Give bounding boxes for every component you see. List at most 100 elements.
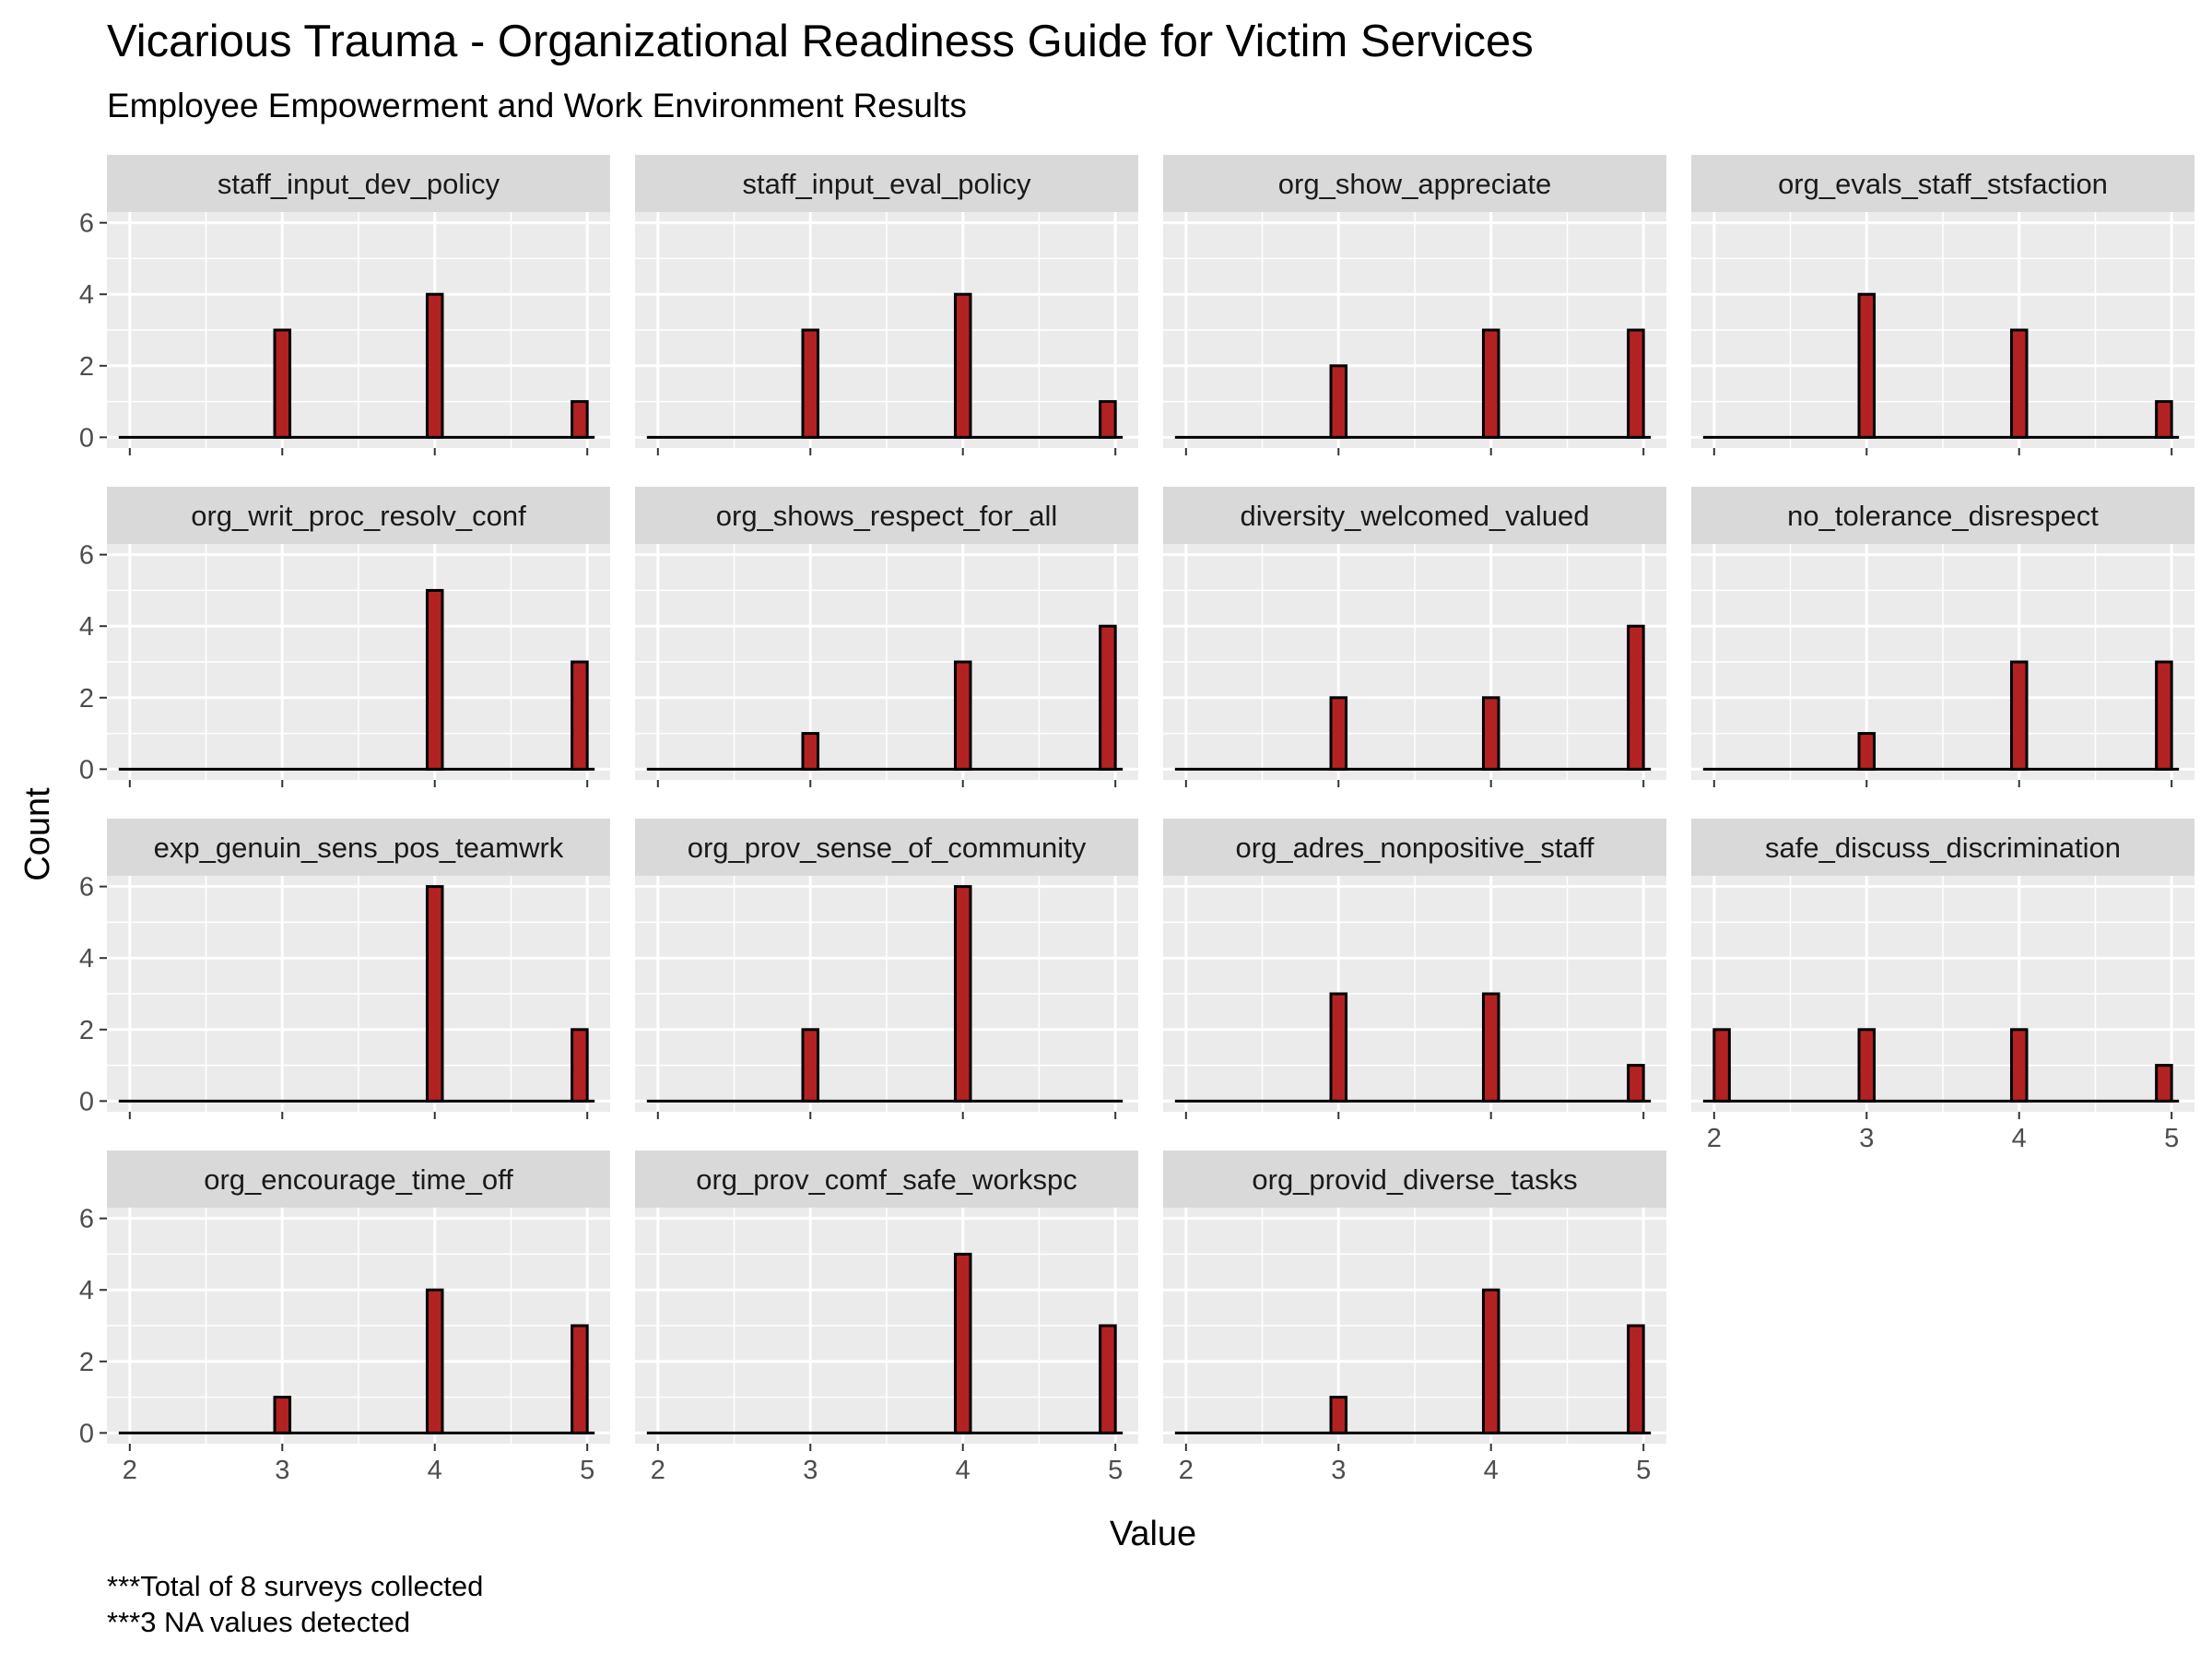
bar-org_encourage_time_off-4 — [425, 1288, 444, 1434]
y-tick-label: 4 — [79, 1276, 94, 1305]
facet-strip-label: org_prov_sense_of_community — [688, 832, 1087, 864]
bar-safe_discuss_discrimination-2 — [1712, 1028, 1731, 1103]
facet-exp_genuin_sens_pos_teamwrk: exp_genuin_sens_pos_teamwrk 0 2 4 6 — [79, 819, 610, 1119]
bar-org_show_appreciate-5 — [1627, 328, 1645, 439]
bar-org_writ_proc_resolv_conf-5 — [571, 660, 589, 771]
x-tick-label: 4 — [1484, 1456, 1499, 1485]
facet-org_shows_respect_for_all: org_shows_respect_for_all — [635, 487, 1138, 787]
bar-safe_discuss_discrimination-5 — [2155, 1064, 2173, 1103]
bar-staff_input_dev_policy-4 — [425, 292, 444, 439]
caption-line-2: ***3 NA values detected — [107, 1606, 410, 1638]
bar-org_encourage_time_off-3 — [273, 1396, 292, 1434]
bar-staff_input_eval_policy-5 — [1099, 400, 1117, 439]
x-tick-label: 3 — [803, 1456, 818, 1485]
facet-strip — [107, 487, 610, 544]
y-tick-label: 2 — [79, 1016, 94, 1045]
facet-strip — [107, 155, 610, 212]
facet-strip-label: diversity_welcomed_valued — [1240, 500, 1589, 532]
facet-strip-label: org_encourage_time_off — [204, 1163, 513, 1196]
facet-strip — [635, 1151, 1138, 1208]
bar-exp_genuin_sens_pos_teamwrk-5 — [571, 1028, 589, 1103]
facet-strip — [1163, 819, 1666, 876]
bar-org_evals_staff_stsfaction-4 — [2009, 328, 2029, 439]
bar-exp_genuin_sens_pos_teamwrk-4 — [425, 885, 444, 1103]
bar-org_show_appreciate-4 — [1481, 328, 1500, 439]
bar-org_prov_comf_safe_workspc-4 — [953, 1252, 972, 1434]
bar-org_provid_diverse_tasks-4 — [1481, 1288, 1500, 1434]
bar-no_tolerance_disrespect-4 — [2009, 660, 2029, 771]
bar-org_adres_nonpositive_staff-4 — [1481, 992, 1500, 1103]
bar-org_provid_diverse_tasks-5 — [1627, 1324, 1645, 1434]
x-tick-label: 5 — [580, 1456, 594, 1485]
facet-strip-label: staff_input_eval_policy — [742, 168, 1031, 200]
bar-org_writ_proc_resolv_conf-4 — [425, 588, 444, 771]
bar-org_prov_sense_of_community-4 — [953, 885, 972, 1103]
x-tick-label: 3 — [1331, 1456, 1346, 1485]
facet-strip-label: org_provid_diverse_tasks — [1252, 1163, 1577, 1196]
facet-safe_discuss_discrimination: safe_discuss_discrimination 2 3 4 5 — [1691, 819, 2194, 1153]
bar-safe_discuss_discrimination-3 — [1857, 1028, 1877, 1103]
facet-strip-label: org_shows_respect_for_all — [716, 500, 1058, 532]
y-axis-title: Count — [18, 787, 57, 881]
facet-staff_input_dev_policy: staff_input_dev_policy 0 2 4 6 — [79, 155, 610, 455]
x-tick-label: 3 — [1859, 1124, 1874, 1153]
y-tick-label: 6 — [79, 873, 94, 903]
facet-strip — [1691, 819, 2194, 876]
facet-strip-label: exp_genuin_sens_pos_teamwrk — [154, 832, 564, 864]
x-tick-label: 4 — [428, 1456, 442, 1485]
y-tick-label: 0 — [79, 1419, 94, 1448]
x-tick-label: 4 — [956, 1456, 971, 1485]
facet-org_evals_staff_stsfaction: org_evals_staff_stsfaction — [1691, 155, 2194, 455]
facet-strip — [1163, 155, 1666, 212]
y-tick-label: 0 — [79, 1087, 94, 1116]
x-tick-label: 5 — [1636, 1456, 1651, 1485]
bar-staff_input_eval_policy-3 — [801, 328, 820, 439]
y-tick-label: 2 — [79, 684, 94, 714]
bar-safe_discuss_discrimination-4 — [2009, 1028, 2029, 1103]
facet-strip-label: org_adres_nonpositive_staff — [1236, 832, 1594, 864]
bar-staff_input_dev_policy-5 — [571, 400, 589, 439]
facet-strip — [635, 819, 1138, 876]
facet-panels: staff_input_dev_policy 0 2 4 6 staff_input_ev… — [79, 155, 2194, 1485]
x-tick-label: 5 — [1108, 1456, 1123, 1485]
caption-line-1: ***Total of 8 surveys collected — [107, 1570, 483, 1602]
bar-org_encourage_time_off-5 — [571, 1324, 589, 1434]
y-tick-label: 6 — [79, 209, 94, 239]
bar-org_evals_staff_stsfaction-5 — [2155, 400, 2173, 439]
facet-strip — [1691, 155, 2194, 212]
y-tick-label: 6 — [79, 1205, 94, 1234]
bar-diversity_welcomed_valued-5 — [1627, 624, 1645, 771]
y-tick-label: 4 — [79, 280, 94, 310]
x-tick-label: 2 — [651, 1456, 665, 1485]
bar-org_adres_nonpositive_staff-5 — [1627, 1064, 1645, 1103]
facet-staff_input_eval_policy: staff_input_eval_policy — [635, 155, 1138, 455]
chart-title: Vicarious Trauma - Organizational Readin… — [107, 17, 1534, 66]
facet-strip-label: safe_discuss_discrimination — [1765, 832, 2121, 864]
x-axis-title: Value — [1110, 1515, 1196, 1553]
facet-strip-label: org_prov_comf_safe_workspc — [696, 1163, 1077, 1196]
facet-strip-label: no_tolerance_disrespect — [1787, 500, 2099, 532]
bar-org_evals_staff_stsfaction-3 — [1857, 292, 1877, 439]
facet-no_tolerance_disrespect: no_tolerance_disrespect — [1691, 487, 2194, 787]
facet-org_prov_sense_of_community: org_prov_sense_of_community — [635, 819, 1138, 1119]
facet-strip — [107, 1151, 610, 1208]
bar-staff_input_dev_policy-3 — [273, 328, 292, 439]
y-tick-label: 2 — [79, 1348, 94, 1377]
facet-strip — [635, 487, 1138, 544]
y-tick-label: 4 — [79, 612, 94, 642]
y-tick-label: 0 — [79, 755, 94, 785]
facet-strip — [1163, 1151, 1666, 1208]
facet-org_show_appreciate: org_show_appreciate — [1163, 155, 1666, 455]
bar-org_show_appreciate-3 — [1329, 364, 1348, 439]
facet-strip-label: org_evals_staff_stsfaction — [1778, 168, 2108, 200]
bar-org_provid_diverse_tasks-3 — [1329, 1396, 1348, 1434]
facet-strip-label: org_show_appreciate — [1278, 168, 1551, 200]
y-tick-label: 4 — [79, 944, 94, 974]
bar-diversity_welcomed_valued-4 — [1481, 696, 1500, 771]
facet-strip-label: staff_input_dev_policy — [218, 168, 500, 200]
x-tick-label: 5 — [2164, 1124, 2179, 1153]
facet-strip — [635, 155, 1138, 212]
